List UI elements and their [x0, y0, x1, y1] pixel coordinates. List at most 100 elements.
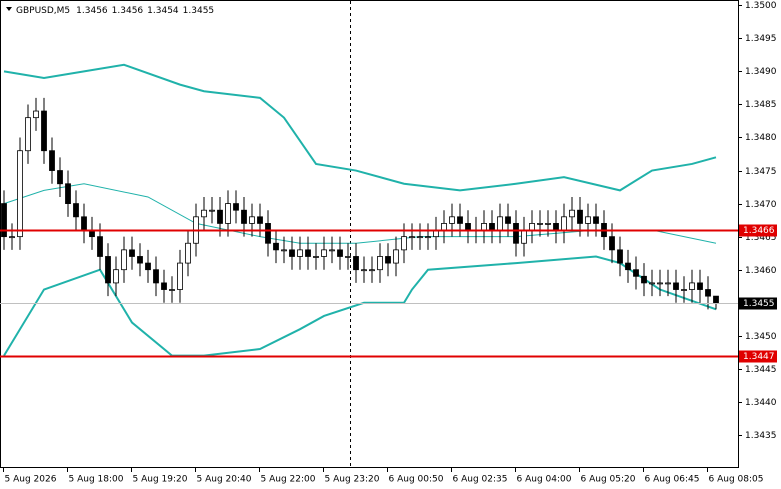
- candle-body: [225, 203, 231, 224]
- price-tag-label: 1.3455: [743, 299, 775, 309]
- x-tick-label: 5 Aug 19:20: [133, 475, 188, 485]
- y-tick-label: 1.3500: [745, 1, 777, 11]
- x-tick-label: 5 Aug 22:00: [261, 475, 316, 485]
- header-low: 1.3454: [147, 6, 179, 16]
- symbol: GBPUSD,M5: [16, 6, 70, 16]
- plot-frame: [0, 0, 739, 468]
- candle-body: [553, 223, 559, 231]
- candle-body: [73, 203, 79, 218]
- candle-body: [257, 216, 263, 224]
- y-tick-label: 1.3480: [745, 133, 777, 143]
- candle-body: [313, 256, 319, 258]
- candle-body: [41, 110, 47, 152]
- x-tick-label: 5 Aug 20:40: [197, 475, 252, 485]
- candle-body: [97, 236, 103, 257]
- candle-body: [393, 249, 399, 264]
- candle-body: [241, 209, 247, 224]
- candle-body: [697, 282, 703, 290]
- candle-body: [449, 216, 455, 224]
- candle-body: [689, 282, 695, 290]
- candle-body: [169, 289, 175, 291]
- candle-body: [161, 282, 167, 290]
- candle-body: [329, 249, 335, 252]
- candle-body: [649, 282, 655, 285]
- band-line: [3, 63, 717, 192]
- x-tick-label: 6 Aug 04:00: [517, 475, 572, 485]
- header-close: 1.3455: [183, 6, 215, 16]
- candle-body: [273, 242, 279, 251]
- candle-body: [289, 249, 295, 257]
- candle-body: [625, 262, 631, 271]
- candle-body: [681, 289, 687, 291]
- candle-body: [297, 249, 303, 257]
- candle-body: [369, 269, 375, 272]
- candle-body: [457, 216, 463, 224]
- candle-body: [673, 282, 679, 290]
- candle-body: [609, 236, 615, 251]
- candle-body: [657, 282, 663, 285]
- band-line: [3, 255, 717, 357]
- candle-body: [185, 242, 191, 264]
- header-high: 1.3456: [112, 6, 144, 16]
- candle-body: [361, 269, 367, 272]
- y-tick-label: 1.3450: [745, 332, 777, 342]
- y-tick-label: 1.3495: [745, 34, 777, 44]
- candle-body: [513, 223, 519, 244]
- candle-body: [17, 150, 23, 238]
- candle-body: [337, 249, 343, 257]
- candle-body: [177, 262, 183, 290]
- candle-body: [209, 209, 215, 212]
- header-open: 1.3456: [76, 6, 108, 16]
- x-tick-label: 6 Aug 06:45: [645, 475, 700, 485]
- candle-body: [425, 236, 431, 239]
- price-tag: [739, 297, 777, 310]
- x-tick-label: 5 Aug 18:00: [69, 475, 124, 485]
- candle-body: [617, 249, 623, 264]
- candle-body: [249, 216, 255, 224]
- candle-body: [705, 289, 711, 297]
- marks: [0, 63, 738, 358]
- candle-body: [713, 295, 719, 304]
- y-tick-label: 1.3485: [745, 100, 777, 110]
- x-tick-label: 5 Aug 2026: [5, 475, 57, 485]
- candle-body: [33, 110, 39, 119]
- candle-body: [129, 249, 135, 257]
- price-tag: [739, 350, 777, 363]
- price-tag: [739, 224, 777, 237]
- candle-body: [401, 236, 407, 251]
- candle-body: [121, 249, 127, 271]
- y-tick-label: 1.3465: [745, 233, 777, 243]
- candle-body: [321, 249, 327, 257]
- candle-body: [537, 223, 543, 225]
- candle-body: [217, 209, 223, 224]
- x-tick-label: 6 Aug 02:35: [453, 475, 508, 485]
- y-tick-label: 1.3470: [745, 200, 777, 210]
- candle-body: [233, 203, 239, 211]
- candle-body: [505, 216, 511, 224]
- price-tag-label: 1.3466: [743, 226, 775, 236]
- candle-body: [545, 223, 551, 225]
- candle-body: [497, 216, 503, 231]
- candle-body: [65, 183, 71, 204]
- candle-body: [633, 269, 639, 277]
- candle-body: [521, 229, 527, 244]
- candle-body: [577, 209, 583, 224]
- price-tag-label: 1.3447: [743, 352, 775, 362]
- candle-body: [201, 209, 207, 218]
- y-tick-label: 1.3475: [745, 167, 777, 177]
- candle-body: [489, 223, 495, 231]
- candle-body: [353, 256, 359, 271]
- y-tick-label: 1.3435: [745, 431, 777, 441]
- candle-body: [585, 216, 591, 224]
- candle-body: [569, 209, 575, 218]
- candle-body: [529, 223, 535, 231]
- candle-body: [441, 223, 447, 231]
- candle-body: [465, 223, 471, 231]
- candle-body: [113, 269, 119, 284]
- candle-body: [305, 249, 311, 257]
- y-tick-label: 1.3440: [745, 398, 777, 408]
- candle-body: [153, 269, 159, 284]
- x-tick-label: 6 Aug 00:50: [389, 475, 444, 485]
- candle-body: [25, 117, 31, 152]
